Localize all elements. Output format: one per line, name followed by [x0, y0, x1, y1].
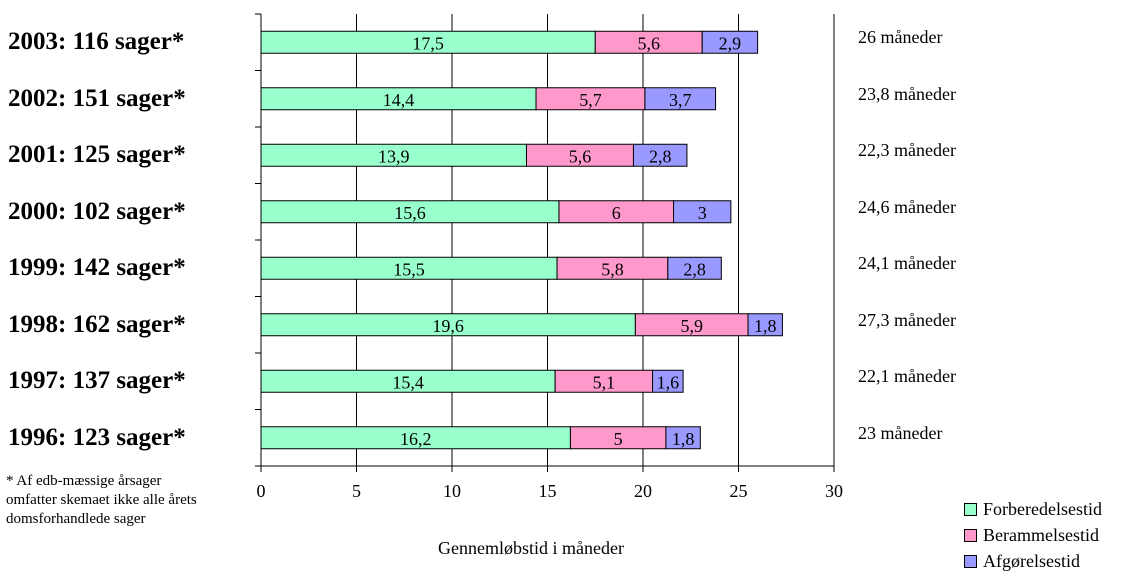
data-label: 5,9	[680, 316, 703, 336]
data-label: 3,7	[669, 90, 692, 110]
data-label: 5	[614, 429, 623, 449]
data-label: 19,6	[432, 316, 464, 336]
x-tick-label: 0	[257, 481, 266, 501]
total-label: 22,3 måneder	[858, 140, 956, 161]
bar-segment	[747, 313, 783, 337]
data-label: 15,5	[393, 259, 425, 279]
footnote-line: omfatter skemaet ikke alle årets	[6, 492, 197, 508]
data-label: 1,8	[672, 429, 695, 449]
data-label: 16,2	[400, 429, 432, 449]
bar-segment	[673, 200, 732, 224]
data-label: 6	[612, 203, 621, 223]
bar-segment	[701, 30, 759, 54]
total-label: 24,1 måneder	[858, 253, 956, 274]
legend-item: Berammelsestid	[964, 522, 1102, 548]
legend-item: Afgørelsestid	[964, 548, 1102, 574]
category-label: 1996: 123 sager*	[8, 423, 186, 451]
total-label: 23,8 måneder	[858, 83, 956, 104]
x-tick-label: 15	[539, 481, 557, 501]
total-label: 24,6 måneder	[858, 196, 956, 217]
total-label: 22,1 måneder	[858, 366, 956, 387]
total-label: 27,3 måneder	[858, 309, 956, 330]
data-label: 2,9	[719, 33, 742, 53]
x-axis-title: Gennemløbstid i måneder	[438, 538, 624, 558]
category-label: 2003: 116 sager*	[8, 28, 185, 56]
category-label: 2002: 151 sager*	[8, 84, 186, 112]
legend-label: Afgørelsestid	[983, 550, 1080, 571]
footnote-line: domsforhandlede sager	[6, 511, 146, 527]
legend-label: Forberedelsestid	[983, 498, 1102, 519]
bar-segment	[644, 87, 717, 111]
data-label: 5,6	[569, 146, 592, 166]
bar-segment	[632, 143, 688, 167]
data-label: 1,8	[754, 316, 777, 336]
total-label: 26 måneder	[858, 27, 943, 48]
legend-swatch	[964, 528, 977, 542]
legend: Forberedelsestid Berammelsestid Afgørels…	[964, 496, 1102, 574]
footnote: * Af edb-mæssige årsager omfatter skemae…	[6, 472, 197, 529]
category-label: 1999: 142 sager*	[8, 254, 186, 282]
data-label: 5,1	[593, 372, 616, 392]
category-label: 2000: 102 sager*	[8, 197, 186, 225]
data-label: 17,5	[412, 33, 444, 53]
category-label: 2001: 125 sager*	[8, 141, 186, 169]
data-label: 1,6	[657, 372, 680, 392]
data-label: 2,8	[649, 146, 672, 166]
data-label: 14,4	[383, 90, 415, 110]
x-tick-label: 5	[352, 481, 361, 501]
category-label: 1998: 162 sager*	[8, 310, 186, 338]
bar-segment	[667, 256, 722, 280]
legend-label: Berammelsestid	[983, 524, 1099, 545]
data-label: 3	[698, 203, 707, 223]
footnote-line: * Af edb-mæssige årsager	[6, 473, 162, 489]
x-tick-label: 20	[634, 481, 652, 501]
data-label: 13,9	[378, 146, 410, 166]
legend-swatch	[964, 554, 977, 568]
data-label: 5,8	[601, 259, 624, 279]
category-label: 1997: 137 sager*	[8, 367, 186, 395]
legend-item: Forberedelsestid	[964, 496, 1102, 522]
data-label: 2,8	[683, 259, 706, 279]
x-tick-label: 30	[825, 481, 843, 501]
data-label: 15,6	[394, 203, 426, 223]
data-label: 5,7	[579, 90, 602, 110]
legend-swatch	[964, 502, 977, 516]
total-label: 23 måneder	[858, 422, 943, 443]
bar-segment	[652, 369, 684, 393]
bar-segment	[665, 426, 701, 450]
x-tick-label: 25	[730, 481, 748, 501]
data-label: 5,6	[637, 33, 660, 53]
data-label: 15,4	[392, 372, 424, 392]
x-tick-label: 10	[443, 481, 461, 501]
